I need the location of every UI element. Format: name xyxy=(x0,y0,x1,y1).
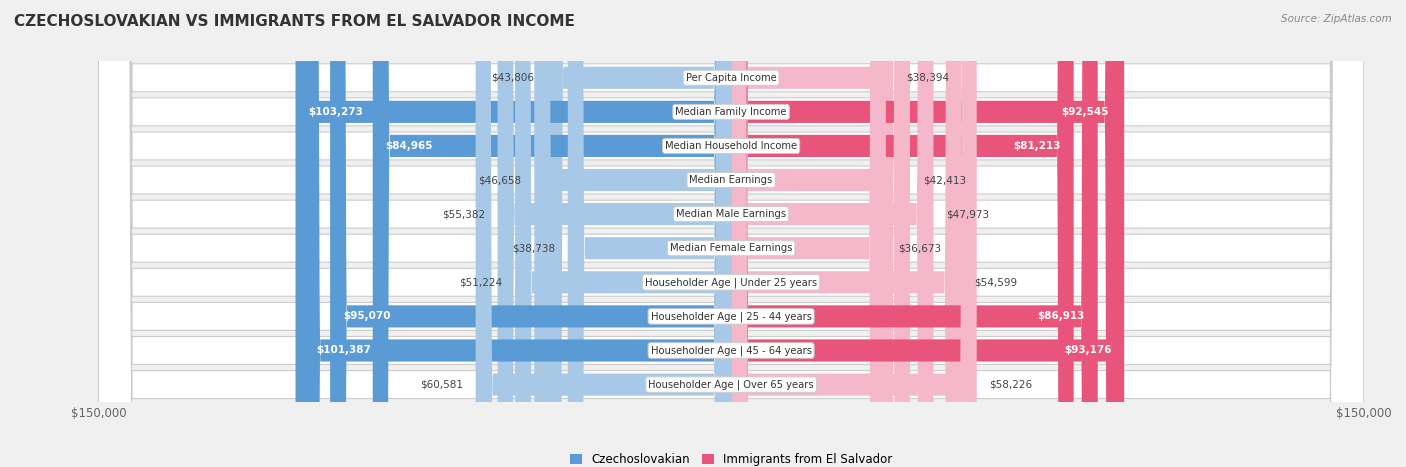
Text: $103,273: $103,273 xyxy=(308,107,363,117)
FancyBboxPatch shape xyxy=(98,0,1364,467)
Text: Median Earnings: Median Earnings xyxy=(689,175,773,185)
Text: $46,658: $46,658 xyxy=(478,175,522,185)
FancyBboxPatch shape xyxy=(304,0,731,467)
FancyBboxPatch shape xyxy=(98,0,1364,467)
Text: Householder Age | Under 25 years: Householder Age | Under 25 years xyxy=(645,277,817,288)
FancyBboxPatch shape xyxy=(295,0,731,467)
Text: $95,070: $95,070 xyxy=(343,311,391,321)
Text: Per Capita Income: Per Capita Income xyxy=(686,73,776,83)
FancyBboxPatch shape xyxy=(731,0,1122,467)
Text: $43,806: $43,806 xyxy=(491,73,534,83)
FancyBboxPatch shape xyxy=(98,0,1364,467)
Text: Median Female Earnings: Median Female Earnings xyxy=(669,243,793,253)
FancyBboxPatch shape xyxy=(98,0,1364,467)
Text: $54,599: $54,599 xyxy=(974,277,1017,287)
Text: Median Family Income: Median Family Income xyxy=(675,107,787,117)
Text: $86,913: $86,913 xyxy=(1038,311,1085,321)
FancyBboxPatch shape xyxy=(98,0,1364,467)
FancyBboxPatch shape xyxy=(731,0,934,467)
Text: Householder Age | 25 - 44 years: Householder Age | 25 - 44 years xyxy=(651,311,811,322)
FancyBboxPatch shape xyxy=(98,0,1364,467)
Text: $101,387: $101,387 xyxy=(316,346,371,355)
Text: Householder Age | Over 65 years: Householder Age | Over 65 years xyxy=(648,379,814,390)
Text: CZECHOSLOVAKIAN VS IMMIGRANTS FROM EL SALVADOR INCOME: CZECHOSLOVAKIAN VS IMMIGRANTS FROM EL SA… xyxy=(14,14,575,29)
FancyBboxPatch shape xyxy=(731,0,962,467)
Text: Source: ZipAtlas.com: Source: ZipAtlas.com xyxy=(1281,14,1392,24)
Text: Householder Age | 45 - 64 years: Householder Age | 45 - 64 years xyxy=(651,345,811,356)
FancyBboxPatch shape xyxy=(731,0,1098,467)
FancyBboxPatch shape xyxy=(98,0,1364,467)
FancyBboxPatch shape xyxy=(731,0,886,467)
Text: $36,673: $36,673 xyxy=(898,243,942,253)
Text: $84,965: $84,965 xyxy=(385,141,433,151)
FancyBboxPatch shape xyxy=(330,0,731,467)
FancyBboxPatch shape xyxy=(498,0,731,467)
Text: $58,226: $58,226 xyxy=(990,380,1032,389)
FancyBboxPatch shape xyxy=(98,0,1364,467)
Text: $92,545: $92,545 xyxy=(1062,107,1109,117)
FancyBboxPatch shape xyxy=(373,0,731,467)
FancyBboxPatch shape xyxy=(515,0,731,467)
Text: Median Male Earnings: Median Male Earnings xyxy=(676,209,786,219)
FancyBboxPatch shape xyxy=(731,0,977,467)
Text: $55,382: $55,382 xyxy=(441,209,485,219)
Text: $51,224: $51,224 xyxy=(460,277,502,287)
Text: $42,413: $42,413 xyxy=(922,175,966,185)
Text: Median Household Income: Median Household Income xyxy=(665,141,797,151)
Text: $47,973: $47,973 xyxy=(946,209,990,219)
FancyBboxPatch shape xyxy=(731,0,1125,467)
FancyBboxPatch shape xyxy=(731,0,1074,467)
FancyBboxPatch shape xyxy=(547,0,731,467)
FancyBboxPatch shape xyxy=(534,0,731,467)
Text: $38,738: $38,738 xyxy=(512,243,555,253)
Legend: Czechoslovakian, Immigrants from El Salvador: Czechoslovakian, Immigrants from El Salv… xyxy=(565,448,897,467)
FancyBboxPatch shape xyxy=(568,0,731,467)
FancyBboxPatch shape xyxy=(98,0,1364,467)
FancyBboxPatch shape xyxy=(98,0,1364,467)
Text: $60,581: $60,581 xyxy=(420,380,463,389)
Text: $81,213: $81,213 xyxy=(1014,141,1062,151)
Text: $38,394: $38,394 xyxy=(905,73,949,83)
FancyBboxPatch shape xyxy=(731,0,893,467)
FancyBboxPatch shape xyxy=(475,0,731,467)
FancyBboxPatch shape xyxy=(731,0,910,467)
Text: $93,176: $93,176 xyxy=(1064,346,1112,355)
